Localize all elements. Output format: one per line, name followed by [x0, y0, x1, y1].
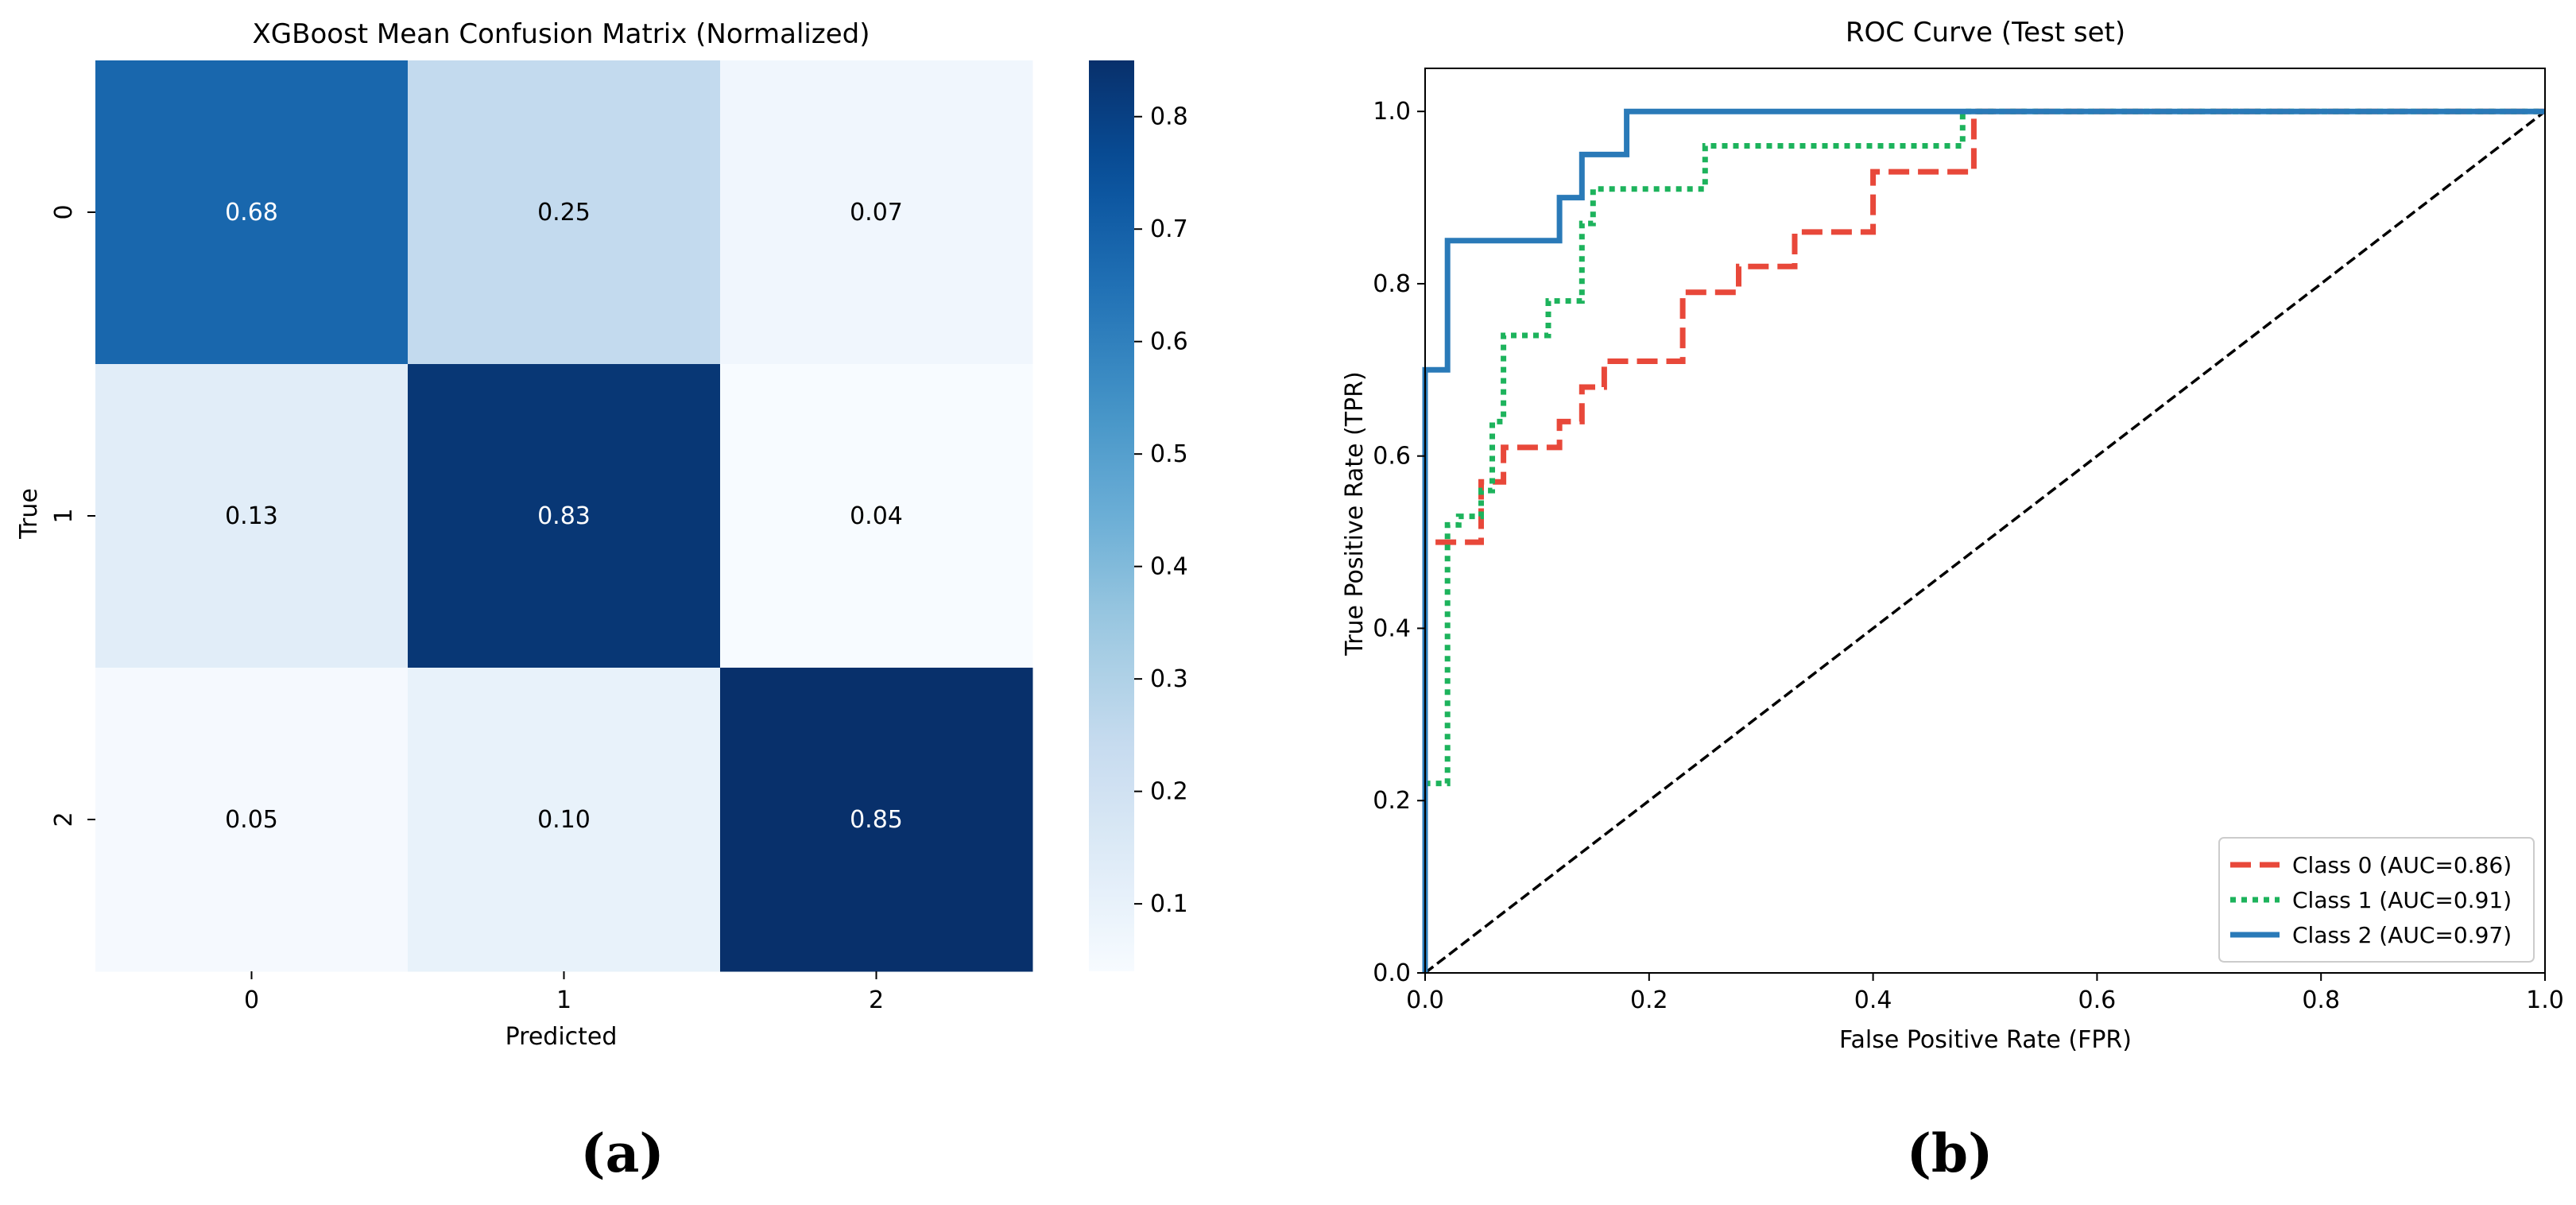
roc-axes-frame — [1424, 68, 2546, 974]
colorbar-gradient — [1089, 60, 1134, 971]
heatmap-cell-2-0 — [95, 668, 409, 972]
heatmap-cell-0-0 — [95, 60, 409, 365]
heatmap-x-tick-label: 1 — [556, 986, 571, 1014]
heatmap-cell-label-0-2: 0.07 — [850, 199, 903, 227]
roc-series-line-class-2 — [1422, 108, 2545, 973]
roc-legend-label-class-0: Class 0 (AUC=0.86) — [2292, 852, 2512, 878]
heatmap-cell-1-0 — [95, 364, 409, 668]
roc-series-line-class-1 — [1422, 108, 2545, 973]
roc-y-tick-label: 0.4 — [1373, 614, 1411, 642]
roc-x-tick-label: 1.0 — [2526, 986, 2564, 1014]
roc-x-tick-label: 0.2 — [1630, 986, 1668, 1014]
colorbar-tick-label: 0.1 — [1150, 890, 1188, 918]
heatmap-title: XGBoost Mean Confusion Matrix (Normalize… — [253, 18, 870, 50]
heatmap-cell-label-2-0: 0.05 — [225, 806, 278, 834]
heatmap-cell-label-0-1: 0.25 — [537, 199, 591, 227]
heatmap-x-axis-label: Predicted — [506, 1023, 618, 1051]
heatmap-cell-2-2 — [720, 668, 1033, 972]
heatmap-cell-1-1 — [408, 364, 721, 668]
colorbar-tick-label: 0.8 — [1150, 103, 1188, 131]
roc-panel: ROC Curve (Test set) 0.0 0.2 0.4 0.6 0.8 1.00… — [1341, 17, 2564, 1184]
heatmap-y-tick-label: 0 — [50, 204, 78, 219]
roc-series-line-class-0 — [1422, 108, 2545, 973]
roc-title: ROC Curve (Test set) — [1846, 17, 2125, 48]
colorbar-tick-label: 0.2 — [1150, 778, 1188, 806]
heatmap-cell-label-1-2: 0.04 — [850, 502, 903, 530]
colorbar-tick-label: 0.4 — [1150, 553, 1188, 581]
roc-legend-box — [2218, 837, 2535, 963]
heatmap-y-ticks: 0 1 2 — [50, 204, 95, 827]
heatmap-x-tick-label: 0 — [244, 986, 259, 1014]
heatmap-panel: XGBoost Mean Confusion Matrix (Normalize… — [15, 18, 1188, 1184]
roc-reference-diagonal — [1424, 110, 2547, 974]
colorbar: 0.1 0.2 0.3 0.4 0.5 0.6 0.7 0.8 — [1089, 60, 1188, 971]
roc-legend-label-class-2: Class 2 (AUC=0.97) — [2292, 922, 2512, 948]
colorbar-tick-label: 0.5 — [1150, 440, 1188, 468]
heatmap-cell-1-2 — [720, 364, 1033, 668]
heatmap-cells: 0.68 0.25 0.07 0.13 0.83 0.04 0.05 0.10 0.85 — [95, 60, 1033, 972]
colorbar-tick-label: 0.6 — [1150, 328, 1188, 356]
heatmap-cell-label-1-1: 0.83 — [537, 502, 591, 530]
heatmap-y-tick-label: 1 — [50, 508, 78, 523]
heatmap-cell-label-2-2: 0.85 — [850, 806, 903, 834]
roc-y-tick-label: 0.2 — [1373, 787, 1411, 815]
heatmap-x-tick-label: 2 — [869, 986, 884, 1014]
heatmap-cell-label-1-0: 0.13 — [225, 502, 278, 530]
roc-y-axis-label: True Positive Rate (TPR) — [1341, 371, 1369, 656]
heatmap-cell-label-0-0: 0.68 — [225, 199, 278, 227]
roc-y-tick-label: 0.8 — [1373, 270, 1411, 298]
heatmap-cell-0-1 — [408, 60, 721, 365]
panel-label-b: (b) — [1907, 1122, 1993, 1184]
roc-x-tick-label: 0.0 — [1406, 986, 1444, 1014]
roc-legend: Class 0 (AUC=0.86) Class 1 (AUC=0.91) Clas… — [2218, 837, 2535, 963]
panel-label-a: (a) — [580, 1122, 664, 1184]
roc-x-tick-label: 0.8 — [2302, 986, 2340, 1014]
roc-plot-area: 0.0 0.2 0.4 0.6 0.8 1.0 0.0 0.2 0.4 0.6 0.8 1.0 Clas… — [1373, 68, 2564, 1014]
heatmap-cell-label-2-1: 0.10 — [537, 806, 591, 834]
roc-x-axis-label: False Positive Rate (FPR) — [1839, 1026, 2132, 1054]
heatmap-x-ticks: 0 1 2 — [244, 971, 884, 1014]
heatmap-y-tick-label: 2 — [50, 812, 78, 827]
colorbar-tick-label: 0.7 — [1150, 215, 1188, 243]
roc-x-tick-label: 0.6 — [2078, 986, 2117, 1014]
heatmap-cell-2-1 — [408, 668, 721, 972]
roc-x-tick-label: 0.4 — [1854, 986, 1892, 1014]
heatmap-cell-0-2 — [720, 60, 1033, 365]
heatmap-y-axis-label: True — [15, 488, 43, 540]
colorbar-tick-label: 0.3 — [1150, 665, 1188, 693]
roc-y-tick-label: 0.0 — [1373, 959, 1411, 987]
roc-y-tick-label: 1.0 — [1373, 98, 1411, 126]
roc-legend-label-class-1: Class 1 (AUC=0.91) — [2292, 887, 2512, 913]
roc-y-tick-label: 0.6 — [1373, 443, 1411, 471]
